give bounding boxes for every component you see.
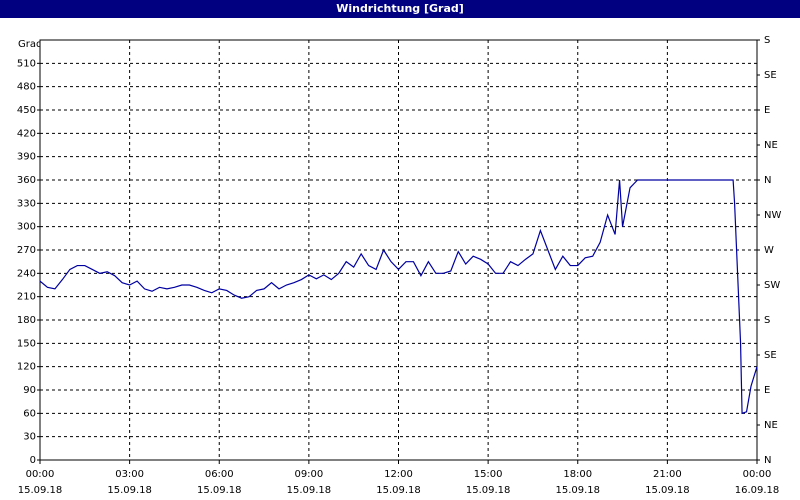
y-tick-label: 120 (17, 362, 36, 373)
x-tick-label: 00:00 (26, 469, 55, 480)
x-tick-date: 15.09.18 (107, 485, 152, 496)
y-tick-label: 240 (17, 268, 36, 279)
x-tick-date: 15.09.18 (197, 485, 242, 496)
y2-tick-label: NW (764, 210, 781, 221)
y-tick-label: 0 (30, 455, 36, 466)
x-tick-label: 03:00 (115, 469, 144, 480)
y-tick-label: 60 (23, 408, 36, 419)
y-tick-label: 450 (17, 105, 36, 116)
y-tick-label: 510 (17, 58, 36, 69)
x-tick-date: 15.09.18 (376, 485, 421, 496)
x-tick-label: 15:00 (474, 469, 503, 480)
x-tick-date: 15.09.18 (287, 485, 332, 496)
x-tick-date: 15.09.18 (466, 485, 511, 496)
y2-tick-label: N (764, 175, 771, 186)
y-tick-label: 150 (17, 338, 36, 349)
y-tick-label: 180 (17, 315, 36, 326)
x-tick-label: 21:00 (653, 469, 682, 480)
y-tick-label: 300 (17, 222, 36, 233)
y2-tick-label: SE (764, 350, 777, 361)
y-tick-label: 30 (23, 432, 36, 443)
x-tick-label: 18:00 (563, 469, 592, 480)
x-tick-label: 12:00 (384, 469, 413, 480)
y2-tick-label: W (764, 245, 774, 256)
chart: Grad 0 30 60 90 120 150 180 210 240 270 300 330 360 3… (17, 35, 782, 496)
x-tick-date: 15.09.18 (555, 485, 600, 496)
y-tick-label: 90 (23, 385, 36, 396)
y-tick-label: 480 (17, 82, 36, 93)
x-tick-date: 16.09.18 (735, 485, 780, 496)
x-tick-label: 00:00 (743, 469, 772, 480)
y2-tick-label: E (764, 385, 770, 396)
y-tick-label: 210 (17, 292, 36, 303)
y-tick-label: 270 (17, 245, 36, 256)
y2-tick-label: E (764, 105, 770, 116)
title-bar: Windrichtung [Grad] (0, 0, 800, 18)
x-tick-label: 06:00 (205, 469, 234, 480)
y2-tick-label: NE (764, 140, 778, 151)
y2-tick-label: SW (764, 280, 780, 291)
x-tick-date: 15.09.18 (645, 485, 690, 496)
y2-tick-label: S (764, 35, 770, 46)
y2-tick-label: N (764, 455, 771, 466)
y-tick-label: 360 (17, 175, 36, 186)
y-axis-label: Grad (18, 39, 42, 50)
y2-tick-label: SE (764, 70, 777, 81)
x-tick-date: 15.09.18 (18, 485, 63, 496)
y-tick-label: 420 (17, 128, 36, 139)
y-tick-label: 330 (17, 198, 36, 209)
y2-tick-label: NE (764, 420, 778, 431)
data-line (39, 179, 758, 415)
x-tick-label: 09:00 (294, 469, 323, 480)
y2-tick-label: S (764, 315, 770, 326)
y-tick-label: 390 (17, 152, 36, 163)
